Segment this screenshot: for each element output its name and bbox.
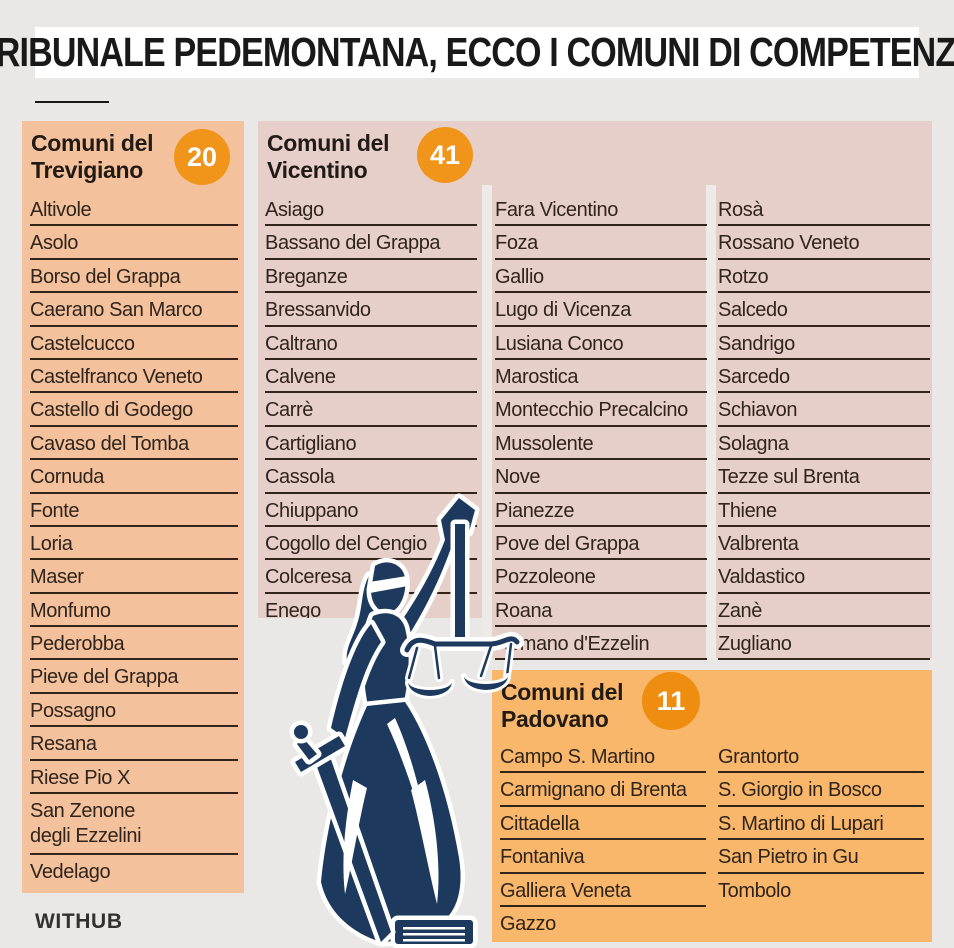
list-item: Resana xyxy=(30,727,238,761)
list-item: Tezze sul Brenta xyxy=(718,460,930,494)
list-item: Cittadella xyxy=(500,807,706,841)
list-item: Pieve del Grappa xyxy=(30,660,238,694)
list-item: Rosà xyxy=(718,193,930,227)
list-item: Montecchio Precalcino xyxy=(495,393,707,427)
list-item: Loria xyxy=(30,527,238,561)
list-item: Cornuda xyxy=(30,460,238,494)
list-item: Vedelago xyxy=(30,860,111,883)
list-item: Pozzoleone xyxy=(495,560,707,594)
municipality-list-padovano-col1: Campo S. Martino Carmignano di Brenta Citt… xyxy=(500,740,706,940)
list-item: Breganze xyxy=(265,260,477,294)
list-item: Gazzo xyxy=(500,912,556,935)
list-item: Caerano San Marco xyxy=(30,293,238,327)
count-badge-trevigiano: 20 xyxy=(174,129,230,185)
section-padovano: Comuni del Padovano 11 Campo S. Martino C… xyxy=(492,670,932,942)
list-item: Pianezze xyxy=(495,494,707,527)
list-item: Bressanvido xyxy=(265,293,477,327)
list-item: Campo S. Martino xyxy=(500,740,706,774)
count-badge-vicentino: 41 xyxy=(417,127,473,183)
list-item: Galliera Veneta xyxy=(500,874,706,907)
municipality-list-padovano-col2: Grantorto S. Giorgio in Bosco S. Martino d… xyxy=(718,740,924,907)
list-item: Gallio xyxy=(495,260,707,294)
list-item: Cogollo del Cengio xyxy=(265,527,477,561)
list-item: Zanè xyxy=(718,594,930,628)
list-item: Mussolente xyxy=(495,427,707,461)
list-item: Foza xyxy=(495,226,707,260)
section-trevigiano: Comuni del Trevigiano 20 Altivole Asolo Bo… xyxy=(22,121,244,893)
list-item: Fonte xyxy=(30,494,238,527)
list-item: Cartigliano xyxy=(265,427,477,461)
list-item: Castelcucco xyxy=(30,327,238,360)
column-separator xyxy=(706,185,716,658)
list-item: Marostica xyxy=(495,360,707,394)
lady-justice-illustration xyxy=(289,493,524,948)
title-bar: TRIBUNALE PEDEMONTANA, ECCO I COMUNI DI … xyxy=(0,27,954,78)
list-item: Solagna xyxy=(718,427,930,461)
list-item: Schiavon xyxy=(718,393,930,427)
list-item: Lugo di Vicenza xyxy=(495,293,707,327)
municipality-list-vicentino-col2: Fara Vicentino Foza Gallio Lugo di Vicenza L… xyxy=(495,193,707,661)
list-item: Asolo xyxy=(30,226,238,260)
section-title-padovano: Comuni del Padovano xyxy=(501,679,624,732)
list-item: Calvene xyxy=(265,360,477,394)
municipality-list-vicentino-col3: Rosà Rossano Veneto Rotzo Salcedo Sandrigo Sa… xyxy=(718,193,930,661)
list-item: S. Martino di Lupari xyxy=(718,807,924,841)
list-item: Enego xyxy=(265,599,321,622)
list-item: Caltrano xyxy=(265,327,477,360)
list-item: Valbrenta xyxy=(718,527,930,561)
list-item: S. Giorgio in Bosco xyxy=(718,773,924,807)
list-item: Nove xyxy=(495,460,707,494)
list-item: Castelfranco Veneto xyxy=(30,360,238,394)
list-item: Rotzo xyxy=(718,260,930,294)
list-item: Monfumo xyxy=(30,594,238,628)
municipality-list-vicentino-col1: Asiago Bassano del Grappa Breganze Bressanv… xyxy=(265,193,477,627)
list-item: San Zenone degli Ezzelini xyxy=(30,794,238,855)
list-item: Roana xyxy=(495,594,707,628)
list-item: Fara Vicentino xyxy=(495,193,707,227)
list-item: Zugliano xyxy=(718,627,930,661)
title-rule xyxy=(35,101,109,103)
count-badge-padovano: 11 xyxy=(642,672,700,730)
list-item: Borso del Grappa xyxy=(30,260,238,294)
list-item: Rossano Veneto xyxy=(718,226,930,260)
list-item: Chiuppano xyxy=(265,494,477,527)
list-item: Carmignano di Brenta xyxy=(500,773,706,807)
list-item: Romano d'Ezzelin xyxy=(495,627,707,661)
list-item: Pove del Grappa xyxy=(495,527,707,561)
list-item: Valdastico xyxy=(718,560,930,594)
list-item: Sarcedo xyxy=(718,360,930,394)
list-item: San Pietro in Gu xyxy=(718,840,924,874)
list-item: Altivole xyxy=(30,193,238,227)
column-separator xyxy=(482,185,492,658)
list-item: Castello di Godego xyxy=(30,393,238,427)
list-item: Grantorto xyxy=(718,740,924,774)
section-title-vicentino: Comuni del Vicentino xyxy=(267,130,390,183)
list-item: Maser xyxy=(30,560,238,594)
section-title-trevigiano: Comuni del Trevigiano xyxy=(31,130,154,183)
list-item: Asiago xyxy=(265,193,477,227)
brand-logo: WITHUB xyxy=(35,910,123,933)
list-item: Cavaso del Tomba xyxy=(30,427,238,461)
page-title: TRIBUNALE PEDEMONTANA, ECCO I COMUNI DI … xyxy=(0,29,954,75)
list-item: Cassola xyxy=(265,460,477,494)
list-item: Tombolo xyxy=(718,879,791,902)
list-item: Riese Pio X xyxy=(30,761,238,795)
municipality-list-trevigiano: Altivole Asolo Borso del Grappa Caerano San… xyxy=(30,193,238,888)
list-item: Carrè xyxy=(265,393,477,427)
list-item: Thiene xyxy=(718,494,930,527)
list-item: Lusiana Conco xyxy=(495,327,707,360)
list-item: Possagno xyxy=(30,694,238,728)
list-item: Sandrigo xyxy=(718,327,930,360)
list-item: Pederobba xyxy=(30,627,238,661)
list-item: Salcedo xyxy=(718,293,930,327)
list-item: Bassano del Grappa xyxy=(265,226,477,260)
list-item: Fontaniva xyxy=(500,840,706,874)
